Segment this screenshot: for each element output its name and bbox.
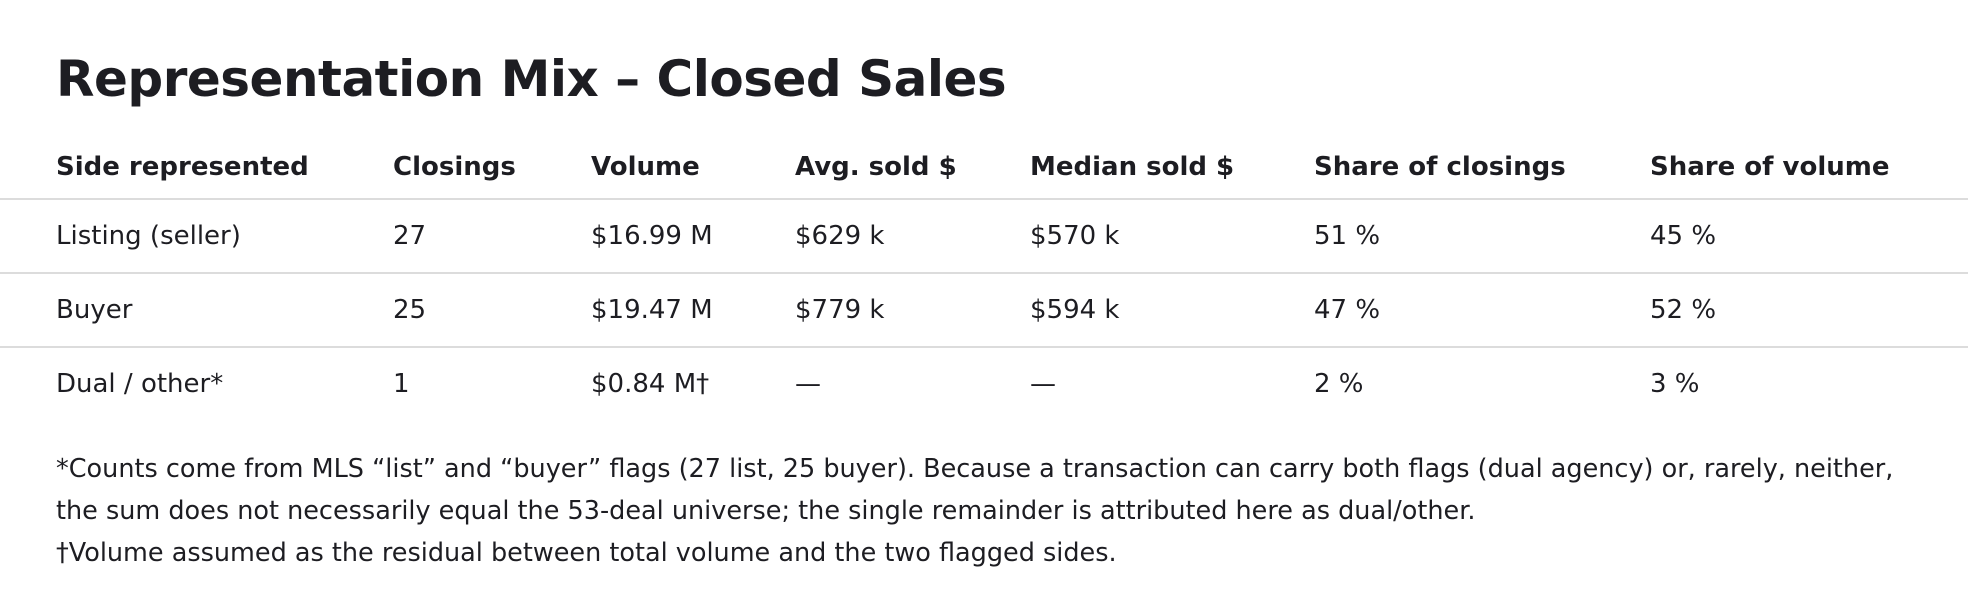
table-row-listing-seller: Listing (seller) 27 $16.99 M $629 k $570…: [0, 199, 1968, 273]
cell-volume: $16.99 M: [591, 221, 713, 251]
cell-median-sold: $594 k: [1030, 295, 1120, 325]
cell-share-of-closings: 47 %: [1314, 295, 1381, 325]
cell-share-of-closings: 2 %: [1314, 369, 1364, 399]
table-row-buyer: Buyer 25 $19.47 M $779 k $594 k 47 % 52 …: [0, 273, 1968, 347]
header-avg-sold: Avg. sold $: [795, 152, 957, 182]
cell-share-of-closings: 51 %: [1314, 221, 1381, 251]
cell-side-represented: Dual / other*: [56, 369, 224, 399]
table-body: Listing (seller) 27 $16.99 M $629 k $570…: [0, 199, 1968, 420]
representation-mix-table: Side represented Closings Volume Avg. so…: [0, 136, 1968, 420]
footnote-dagger: †Volume assumed as the residual between …: [56, 538, 1117, 568]
table-header: Side represented Closings Volume Avg. so…: [0, 136, 1968, 199]
header-side-represented: Side represented: [56, 152, 309, 182]
cell-avg-sold: —: [795, 369, 821, 399]
header-closings: Closings: [393, 152, 516, 182]
row-spacer: [0, 347, 56, 420]
cell-closings: 1: [393, 369, 410, 399]
header-volume: Volume: [591, 152, 700, 182]
header-spacer: [0, 136, 56, 199]
cell-side-represented: Listing (seller): [56, 221, 241, 251]
cell-closings: 27: [393, 221, 427, 251]
cell-avg-sold: $779 k: [795, 295, 885, 325]
cell-volume: $0.84 M†: [591, 369, 710, 399]
cell-avg-sold: $629 k: [795, 221, 885, 251]
row-spacer: [0, 273, 56, 347]
page-title: Representation Mix – Closed Sales: [56, 50, 1007, 108]
header-row: Side represented Closings Volume Avg. so…: [0, 136, 1968, 199]
header-share-of-volume: Share of volume: [1650, 152, 1890, 182]
cell-closings: 25: [393, 295, 427, 325]
cell-share-of-volume: 45 %: [1650, 221, 1717, 251]
cell-share-of-volume: 52 %: [1650, 295, 1717, 325]
cell-median-sold: —: [1030, 369, 1056, 399]
footnote-asterisk: *Counts come from MLS “list” and “buyer”…: [56, 454, 1894, 526]
table-footnotes: *Counts come from MLS “list” and “buyer”…: [56, 448, 1936, 574]
table-row-dual-other: Dual / other* 1 $0.84 M† — — 2 % 3 %: [0, 347, 1968, 420]
cell-volume: $19.47 M: [591, 295, 713, 325]
cell-side-represented: Buyer: [56, 295, 133, 325]
header-share-of-closings: Share of closings: [1314, 152, 1566, 182]
cell-median-sold: $570 k: [1030, 221, 1120, 251]
header-median-sold: Median sold $: [1030, 152, 1235, 182]
cell-share-of-volume: 3 %: [1650, 369, 1700, 399]
row-spacer: [0, 199, 56, 273]
